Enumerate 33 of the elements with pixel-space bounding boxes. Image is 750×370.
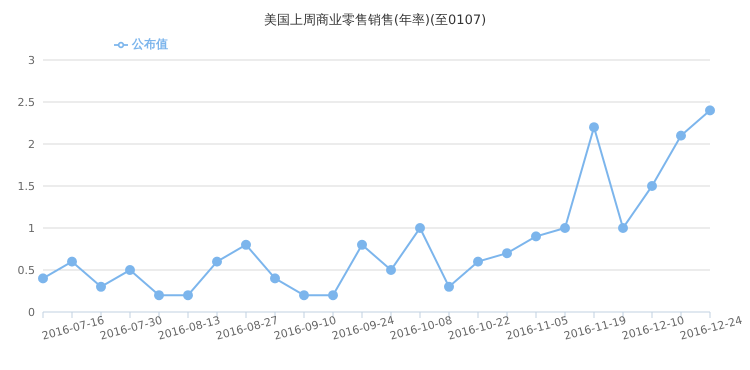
point (589, 122, 599, 132)
point (618, 223, 628, 233)
point (270, 273, 280, 284)
point (444, 282, 454, 292)
point (212, 256, 222, 267)
point (705, 105, 715, 116)
point (502, 248, 512, 258)
point (357, 240, 367, 250)
point (473, 256, 483, 267)
point (154, 290, 164, 300)
point (676, 130, 686, 141)
y-tick-label: 2 (28, 138, 35, 151)
legend-label: 公布值 (132, 37, 168, 51)
point (531, 231, 541, 242)
point (560, 223, 570, 233)
point (67, 256, 77, 267)
point (241, 240, 251, 250)
point (96, 282, 106, 292)
chart-title: 美国上周商业零售销售(年率)(至0107) (264, 12, 486, 28)
point (125, 265, 135, 275)
y-tick-label: 3 (28, 54, 35, 67)
y-tick-label: 1.5 (18, 180, 35, 193)
y-tick-label: 1 (28, 222, 35, 235)
point (415, 223, 425, 233)
y-tick-label: 2.5 (18, 96, 35, 109)
point (328, 290, 338, 300)
y-tick-label: 0 (28, 306, 35, 319)
point (299, 290, 309, 300)
point (647, 181, 657, 191)
point (38, 273, 48, 284)
y-tick-label: 0.5 (18, 264, 35, 277)
point (183, 290, 193, 300)
point (386, 265, 396, 275)
